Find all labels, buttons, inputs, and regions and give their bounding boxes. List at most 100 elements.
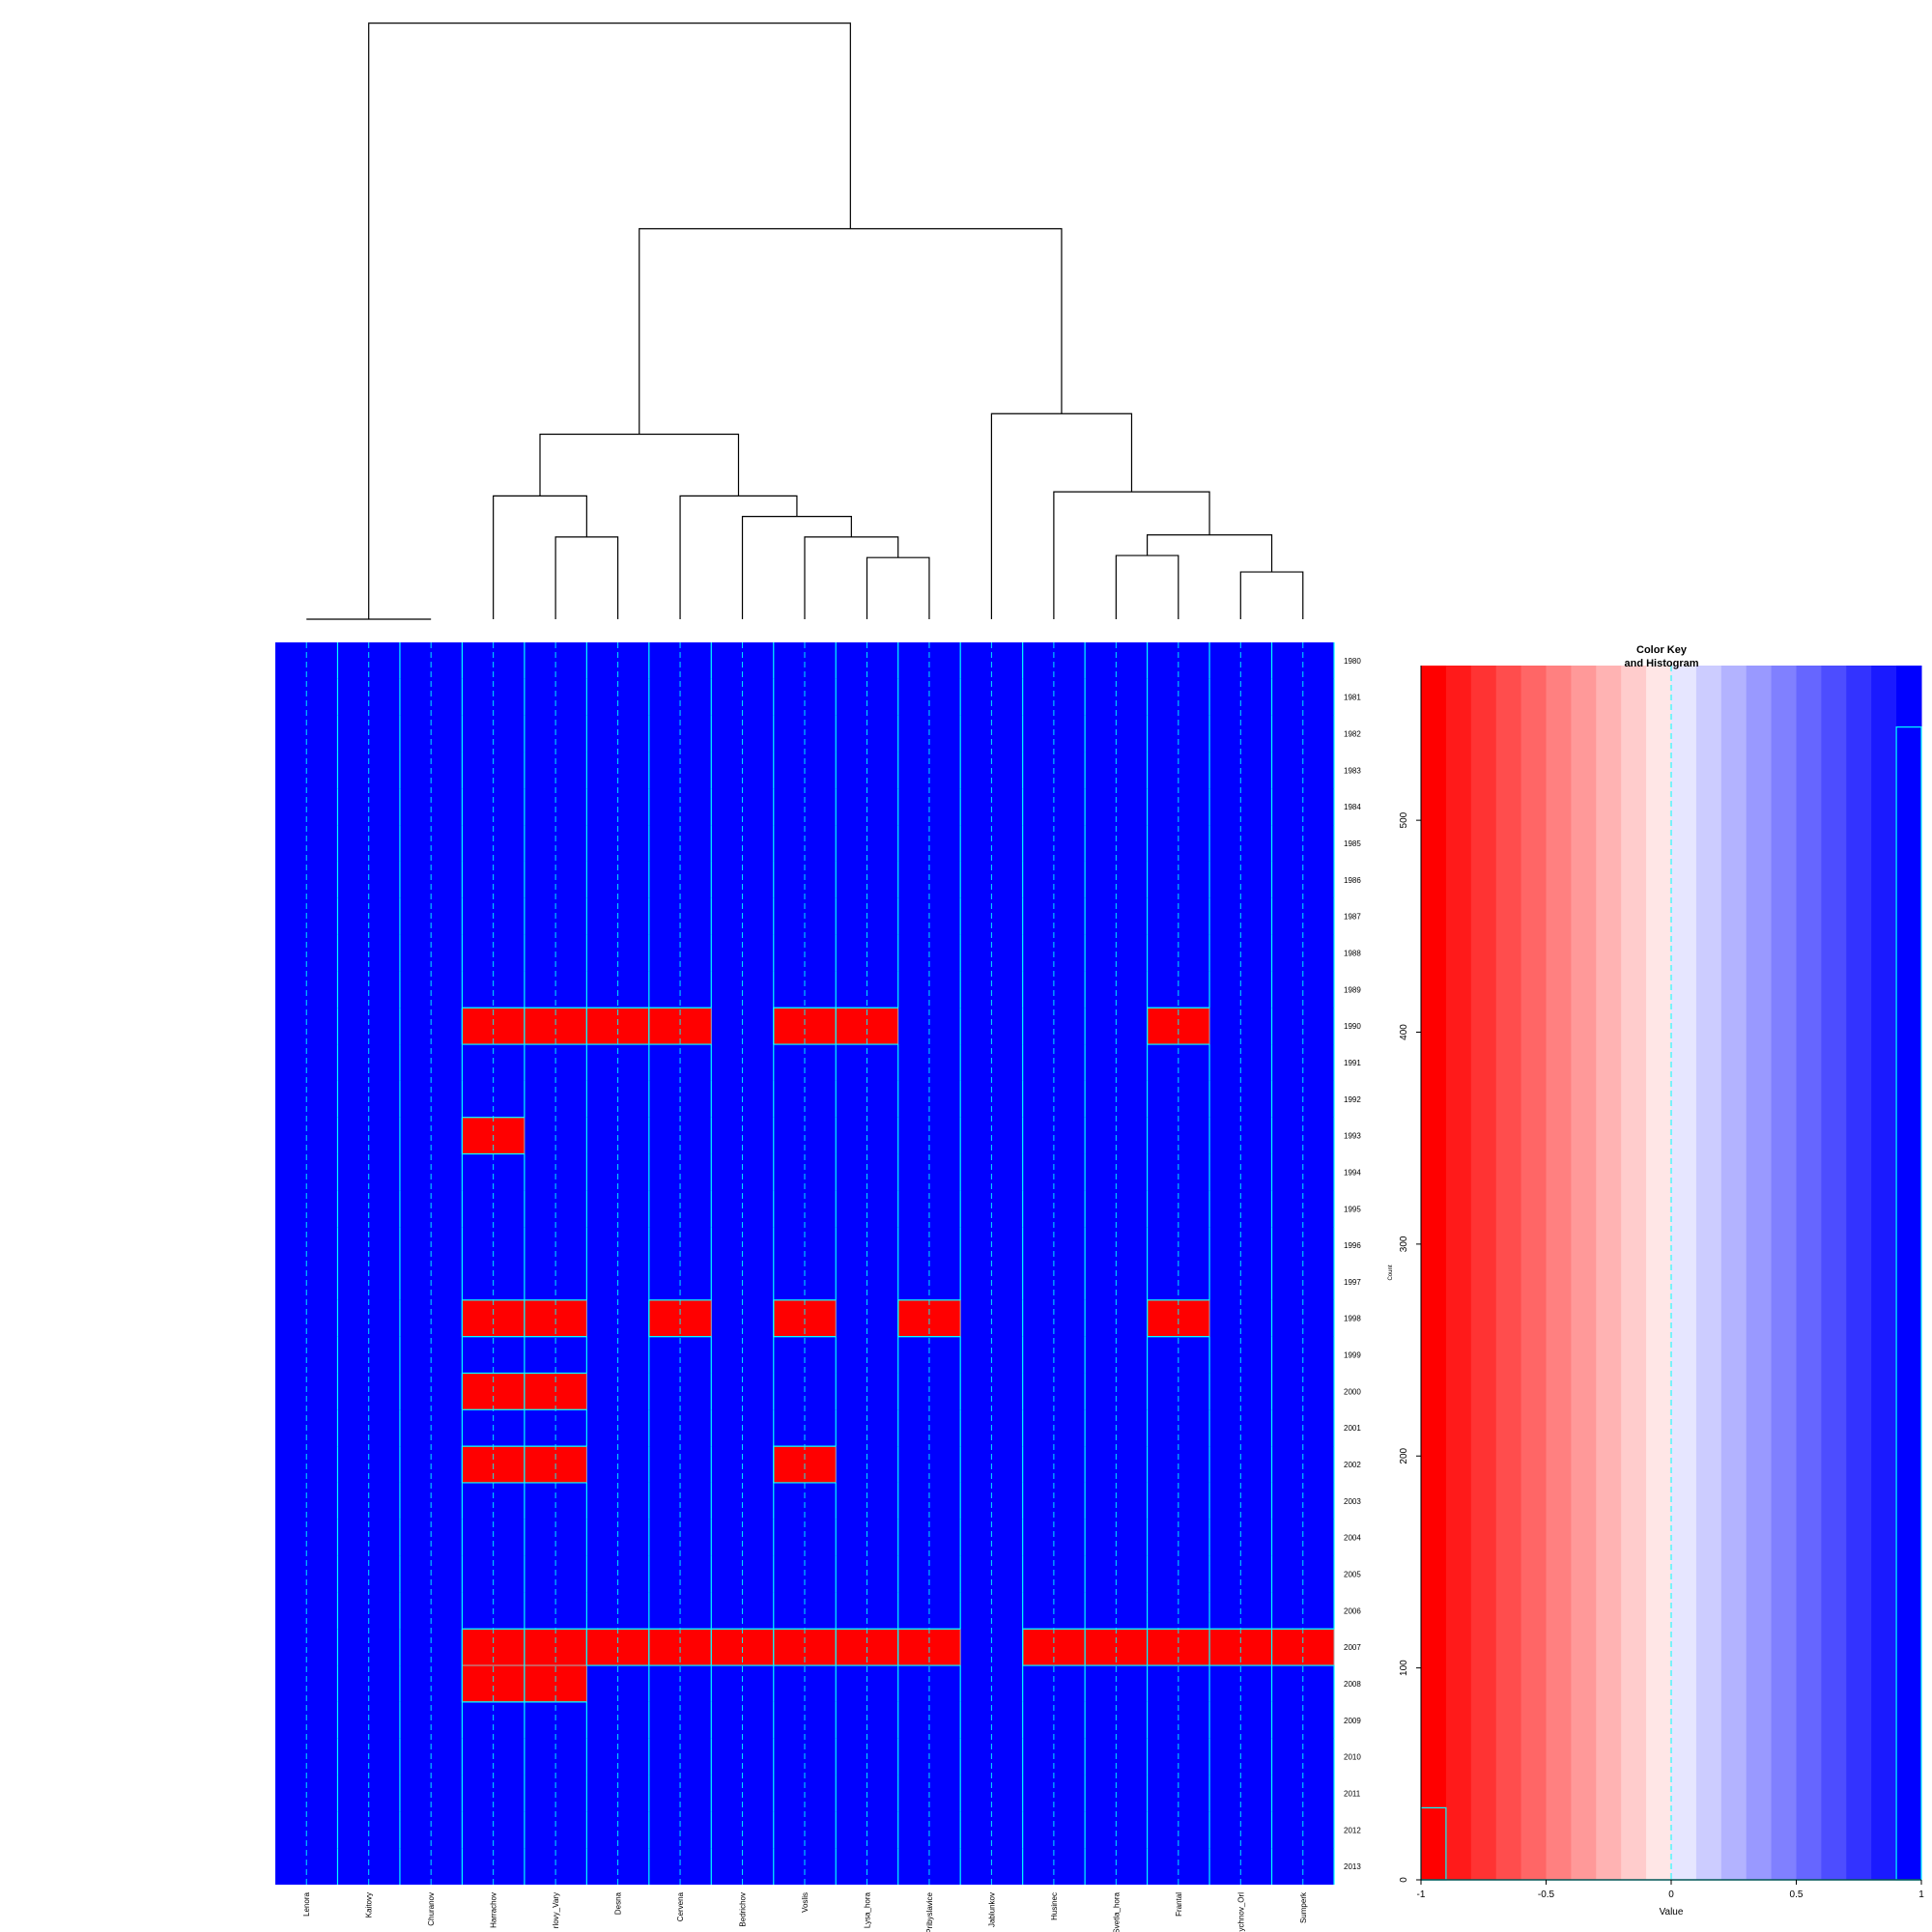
color-key-histogram: -1 -0.5 0 0.5 1 0 100 200 300 400 500 Value Count Col… — [1388, 644, 1924, 1918]
color-key-band — [1771, 666, 1797, 1880]
row-label-1997: 1997 — [1344, 1278, 1361, 1287]
col-label-Lysa_hora: Lysa_hora — [863, 1891, 871, 1928]
col-label-Karlovy_Vary: rlovy_Vary — [552, 1892, 560, 1928]
row-labels: 1980 1981 1982 1983 1984 1985 1986 1987 1988 1989… — [1344, 657, 1361, 1871]
col-label-Jablunkov: Jablunkov — [987, 1892, 996, 1927]
row-label-2008: 2008 — [1344, 1680, 1361, 1689]
color-key-band — [1796, 666, 1822, 1880]
key-y-axis-label: Count — [1388, 1264, 1394, 1280]
row-label-2007: 2007 — [1344, 1643, 1361, 1652]
key-y-tick-label: 500 — [1399, 811, 1409, 828]
row-label-1999: 1999 — [1344, 1351, 1361, 1360]
row-label-1992: 1992 — [1344, 1095, 1361, 1104]
key-x-tick-label: 0.5 — [1790, 1889, 1804, 1900]
dendrogram-branch — [639, 228, 1063, 435]
dendrogram-branch — [679, 495, 798, 619]
col-label-Svetla_hora: Svetla_hora — [1112, 1891, 1121, 1932]
row-label-2005: 2005 — [1344, 1571, 1361, 1579]
dendrogram-branch — [866, 556, 930, 619]
dendrogram-branch — [554, 536, 619, 619]
row-label-2013: 2013 — [1344, 1862, 1361, 1871]
color-key-band — [1646, 666, 1672, 1880]
col-label-Sumperk: Sumperk — [1299, 1891, 1308, 1923]
dendrogram-branch — [1146, 534, 1273, 573]
key-y-tick-label: 200 — [1399, 1447, 1409, 1463]
row-label-2001: 2001 — [1344, 1424, 1361, 1433]
row-label-2012: 2012 — [1344, 1826, 1361, 1834]
color-key-band — [1470, 666, 1497, 1880]
color-key-band — [1671, 666, 1697, 1880]
row-label-2003: 2003 — [1344, 1497, 1361, 1506]
row-label-1989: 1989 — [1344, 985, 1361, 994]
dendrogram-branch — [1115, 554, 1179, 619]
col-label-Pribyslavice: Pribyslavice — [925, 1891, 934, 1932]
key-y-tick-label: 100 — [1399, 1660, 1409, 1676]
row-label-1991: 1991 — [1344, 1059, 1361, 1067]
key-y-tick-label: 400 — [1399, 1024, 1409, 1040]
row-label-1982: 1982 — [1344, 730, 1361, 739]
key-title: and Histogram — [1624, 658, 1698, 669]
row-label-2006: 2006 — [1344, 1606, 1361, 1615]
key-y-tick-label: 300 — [1399, 1236, 1409, 1252]
color-key-band — [1871, 666, 1897, 1880]
column-dendrogram — [306, 22, 1304, 620]
col-label-Husinec: Husinec — [1050, 1892, 1059, 1920]
color-key-band — [1720, 666, 1747, 1880]
key-title: Color Key — [1636, 644, 1688, 656]
color-key-band — [1421, 666, 1447, 1880]
col-label-Cervena: Cervena — [676, 1891, 685, 1921]
key-x-axis-label: Value — [1660, 1907, 1684, 1918]
row-label-2002: 2002 — [1344, 1461, 1361, 1469]
row-label-2011: 2011 — [1344, 1789, 1361, 1798]
row-label-1980: 1980 — [1344, 657, 1361, 666]
row-label-1981: 1981 — [1344, 694, 1361, 702]
dendrogram-branch — [990, 412, 1133, 619]
col-label-Desna: Desna — [614, 1891, 623, 1915]
key-y-tick-label: 0 — [1399, 1877, 1409, 1883]
color-key-band — [1520, 666, 1547, 1880]
row-label-1998: 1998 — [1344, 1315, 1361, 1323]
key-x-tick-label: 1 — [1918, 1889, 1924, 1900]
row-label-2009: 2009 — [1344, 1717, 1361, 1725]
column-labels: Lenora Kaitovy Churanov Harrachov rlovy_Vary… — [302, 1891, 1308, 1932]
dendrogram-branch — [539, 433, 740, 497]
row-label-1993: 1993 — [1344, 1132, 1361, 1141]
row-label-1990: 1990 — [1344, 1022, 1361, 1031]
color-key-band — [1621, 666, 1647, 1880]
heatmap-grid — [275, 642, 1335, 1885]
row-label-1987: 1987 — [1344, 913, 1361, 922]
dendrogram-branch — [368, 22, 851, 619]
col-label-Lenora: Lenora — [302, 1891, 311, 1916]
col-label-Bedrichov: Bedrichov — [739, 1892, 748, 1927]
color-key-band — [1495, 666, 1522, 1880]
key-x-tick-label: 0 — [1668, 1889, 1674, 1900]
col-label-Frantal: Frantal — [1175, 1892, 1183, 1917]
row-label-2010: 2010 — [1344, 1753, 1361, 1762]
row-label-1985: 1985 — [1344, 839, 1361, 848]
color-key-band — [1571, 666, 1597, 1880]
col-label-Harrachov: Harrachov — [490, 1892, 498, 1928]
row-label-1984: 1984 — [1344, 803, 1361, 811]
dendrogram-branch — [804, 536, 899, 619]
row-label-1988: 1988 — [1344, 950, 1361, 958]
color-key-band — [1596, 666, 1622, 1880]
col-label-Rychnov_Orl: Rychnov_Orl — [1236, 1892, 1245, 1932]
row-label-1994: 1994 — [1344, 1168, 1361, 1177]
color-key-band — [1896, 666, 1922, 1880]
dendrogram-branch — [493, 495, 587, 619]
key-x-tick-label: -0.5 — [1538, 1889, 1555, 1900]
row-label-2000: 2000 — [1344, 1387, 1361, 1396]
row-label-1995: 1995 — [1344, 1205, 1361, 1213]
col-label-Churanov: Churanov — [427, 1892, 436, 1926]
col-label-Kaitovy: Kaitovy — [365, 1892, 374, 1918]
col-label-Voslis: Voslis — [801, 1892, 810, 1913]
color-key-band — [1821, 666, 1847, 1880]
row-label-1996: 1996 — [1344, 1241, 1361, 1250]
key-x-tick-label: -1 — [1417, 1889, 1426, 1900]
color-key-band — [1846, 666, 1872, 1880]
row-label-2004: 2004 — [1344, 1534, 1361, 1543]
color-key-band — [1746, 666, 1773, 1880]
row-label-1986: 1986 — [1344, 876, 1361, 885]
color-key-band — [1546, 666, 1572, 1880]
